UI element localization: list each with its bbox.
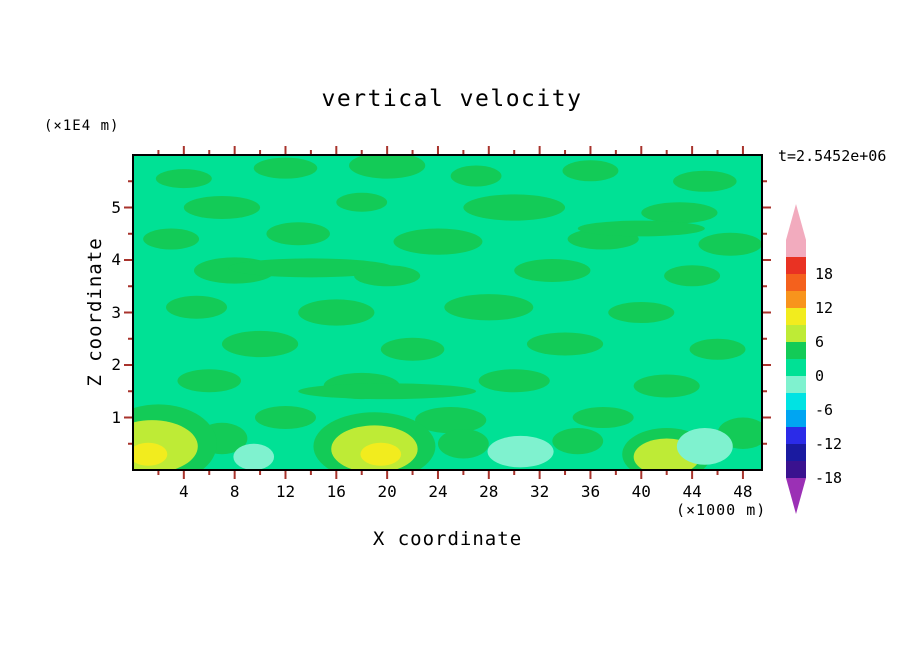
colorbar-label: 12 — [815, 299, 834, 317]
contour-blob — [552, 428, 604, 455]
x-axis-title: X coordinate — [372, 528, 523, 550]
contour-blob — [572, 407, 634, 428]
contour-blob — [673, 170, 737, 192]
contour-blob — [298, 383, 477, 400]
colorbar-label: -12 — [815, 435, 843, 453]
colorbar-segment — [786, 410, 806, 427]
colorbar-segment — [786, 359, 806, 376]
contour-blob — [177, 369, 242, 393]
y-tick-label: 2 — [111, 355, 121, 374]
contour-blob — [253, 157, 318, 179]
y-axis-unit-label: (×1E4 m) — [44, 118, 120, 134]
x-tick-label: 4 — [179, 482, 189, 501]
y-tick-label: 3 — [111, 302, 121, 322]
contour-blob — [437, 429, 489, 459]
contour-blob — [698, 232, 762, 256]
contour-blob — [641, 202, 718, 224]
contour-blob — [577, 220, 705, 237]
contour-blob — [664, 265, 721, 287]
contour-blob — [393, 228, 483, 255]
y-tick-label: 1 — [111, 407, 121, 427]
colorbar-label: 6 — [815, 333, 825, 351]
x-tick-label: 36 — [580, 482, 601, 501]
contour-blob — [233, 443, 275, 470]
contour-blob — [228, 258, 394, 278]
contour-blob — [450, 165, 502, 187]
x-tick-label: 28 — [479, 482, 499, 501]
colorbar-segment — [786, 376, 806, 393]
contour-blob — [526, 332, 604, 356]
colorbar-label: -18 — [815, 469, 843, 487]
colorbar-label: -6 — [815, 401, 834, 419]
colorbar-segment — [786, 393, 806, 410]
colorbar-segment — [786, 274, 806, 291]
colorbar-bottom-arrow — [786, 478, 806, 514]
contour-blob — [133, 442, 168, 466]
contour-blob — [463, 194, 566, 221]
colorbar-label: 0 — [815, 367, 825, 385]
contour-blob — [562, 160, 619, 182]
contour-blob — [266, 222, 330, 246]
contour-blob — [676, 428, 733, 465]
contour-blob — [689, 338, 746, 360]
x-tick-label: 24 — [428, 482, 448, 501]
y-tick-label: 5 — [111, 197, 121, 217]
contour-blob — [349, 155, 426, 179]
colorbar-top-arrow — [786, 204, 806, 240]
contour-blob — [183, 195, 261, 220]
contour-field — [133, 155, 762, 470]
colorbar-segment — [786, 308, 806, 325]
y-tick-label: 4 — [111, 250, 121, 269]
contour-blob — [380, 337, 445, 361]
contour-blob — [298, 299, 375, 326]
contour-blob — [336, 192, 388, 212]
contour-blob — [354, 265, 421, 287]
colorbar-segment — [786, 240, 806, 257]
contour-blob — [155, 169, 212, 189]
contour-blob — [166, 295, 228, 319]
x-axis-unit-label: (×1000 m) — [676, 501, 767, 519]
colorbar-label: 18 — [815, 265, 834, 283]
contour-blob — [143, 228, 200, 250]
colorbar-segment — [786, 257, 806, 274]
plot-title: vertical velocity — [321, 86, 583, 112]
contour-blob — [254, 405, 316, 430]
contour-blob — [487, 435, 554, 468]
contour-blob — [514, 258, 591, 283]
x-tick-label: 32 — [529, 482, 550, 501]
contour-blob — [633, 374, 700, 398]
contour-blob — [415, 407, 487, 434]
contour-blob — [221, 330, 299, 358]
colorbar-segment — [786, 444, 806, 461]
x-tick-label: 16 — [326, 482, 346, 501]
colorbar-segment — [786, 427, 806, 444]
x-tick-label: 20 — [377, 482, 397, 501]
x-tick-label: 44 — [682, 482, 702, 501]
colorbar-segment — [786, 325, 806, 342]
contour-blob — [608, 302, 675, 323]
timestamp-label: t=2.5452e+06 — [778, 147, 887, 165]
contour-blob — [444, 294, 534, 321]
colorbar-segment — [786, 291, 806, 308]
colorbar-segment — [786, 342, 806, 359]
contour-blob — [478, 369, 550, 393]
plot-frame — [132, 154, 763, 471]
x-tick-label: 8 — [229, 482, 240, 501]
x-tick-label: 12 — [275, 482, 296, 501]
contour-blob — [360, 442, 402, 466]
colorbar-segment — [786, 461, 806, 478]
x-tick-label: 40 — [631, 482, 651, 501]
x-tick-label: 48 — [733, 482, 753, 501]
